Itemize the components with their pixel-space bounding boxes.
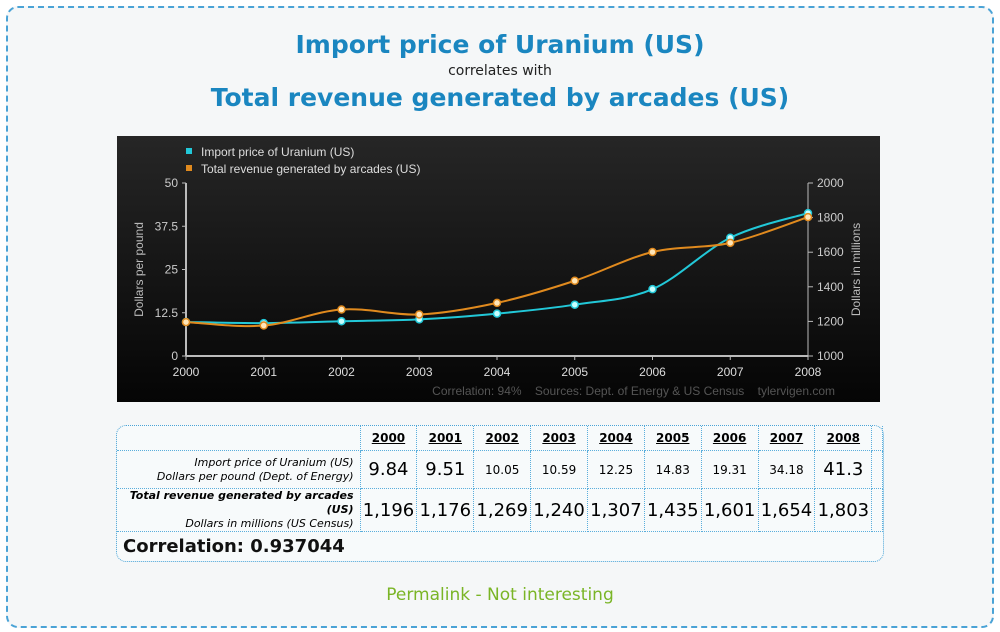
x-tick-label: 2008 [795, 365, 822, 379]
table-cell: 34.18 [757, 450, 816, 489]
row-label: Import price of Uranium (US) Dollars per … [117, 450, 361, 489]
table-cell: 1,803 [814, 488, 873, 532]
data-point [259, 321, 268, 330]
data-point [570, 300, 579, 309]
right-tick-label: 1600 [817, 245, 844, 259]
left-tick-label: 12.5 [155, 306, 179, 320]
data-point [181, 317, 191, 327]
table-spacer [871, 488, 883, 532]
table-cell: 1,601 [700, 488, 759, 532]
table-cell: 1,176 [416, 488, 475, 532]
x-tick-label: 2001 [250, 365, 277, 379]
left-axis-title: Dollars per pound [132, 222, 146, 317]
chart-footer: Correlation: 94% Sources: Dept. of Energ… [432, 384, 835, 398]
right-tick-label: 2000 [817, 176, 844, 190]
table-cell: 41.3 [814, 450, 873, 489]
data-point [492, 309, 502, 318]
year-header: 2008 [814, 426, 873, 451]
year-header: 2001 [416, 426, 475, 451]
x-tick-label: 2000 [173, 365, 200, 379]
link-separator: - [470, 585, 488, 605]
footer-links: Permalink - Not interesting [0, 585, 1000, 605]
year-header: 2002 [473, 426, 532, 451]
x-tick-label: 2006 [639, 365, 666, 379]
title-variable-1: Import price of Uranium (US) [295, 30, 705, 59]
year-header: 2004 [586, 426, 645, 451]
data-point [648, 247, 657, 257]
year-header: 2003 [530, 426, 588, 451]
year-header: 2000 [359, 426, 418, 451]
year-header: 2007 [757, 426, 816, 451]
correlation-value: Correlation: 0.937044 [123, 536, 345, 557]
data-point [337, 316, 346, 326]
row-units: Dollars in millions (US Census) [185, 517, 354, 530]
x-tick-label: 2004 [484, 365, 511, 379]
data-point [570, 276, 579, 285]
table-cell: 14.83 [643, 450, 702, 489]
legend-swatch [186, 148, 192, 154]
right-tick-label: 1000 [817, 349, 844, 363]
title-variable-2: Total revenue generated by arcades (US) [210, 83, 790, 112]
chart-svg: 0 12.5 25 37.5 50 1000 1200 1400 1600 1800 2000 200… [132, 145, 863, 398]
title-connector: correlates with [448, 63, 552, 79]
table-row: Import price of Uranium (US) Dollars per … [117, 450, 883, 489]
table-cell: 9.84 [359, 450, 418, 489]
table-cell: 1,435 [643, 488, 702, 532]
table-cell: 1,240 [530, 488, 588, 532]
legend-swatch [186, 165, 192, 171]
row-label: Total revenue generated by arcades (US) D… [117, 488, 361, 532]
data-point [648, 284, 657, 294]
legend-label: Import price of Uranium (US) [201, 145, 354, 159]
left-tick-label: 0 [171, 349, 178, 363]
right-tick-label: 1400 [817, 280, 844, 294]
right-tick-label: 1200 [817, 314, 844, 328]
table-spacer [871, 450, 883, 489]
left-tick-label: 37.5 [155, 219, 179, 233]
table-cell: 1,654 [757, 488, 816, 532]
right-tick-label: 1800 [817, 211, 844, 225]
table-cell: 12.25 [586, 450, 645, 489]
table-corner [117, 426, 361, 451]
legend-label: Total revenue generated by arcades (US) [201, 162, 420, 176]
data-table: 2000 2001 2002 2003 2004 2005 2006 2007 2008 Imp… [116, 425, 884, 562]
table-cell: 1,269 [473, 488, 532, 532]
table-cell: 10.05 [473, 450, 532, 489]
table-spacer [871, 426, 883, 451]
table-cell: 9.51 [416, 450, 475, 489]
permalink-link[interactable]: Permalink [386, 585, 471, 605]
not-interesting-link[interactable]: Not interesting [487, 585, 614, 605]
year-header: 2006 [700, 426, 759, 451]
data-point [803, 212, 813, 222]
table-cell: 10.59 [530, 450, 588, 489]
table-row: Total revenue generated by arcades (US) D… [117, 488, 883, 532]
left-tick-label: 50 [165, 176, 179, 190]
x-tick-label: 2003 [406, 365, 433, 379]
data-point [415, 310, 424, 319]
row-units: Dollars per pound (Dept. of Energy) [156, 469, 354, 483]
table-cell: 1,307 [586, 488, 645, 532]
year-header: 2005 [643, 426, 702, 451]
table-cell: 1,196 [359, 488, 418, 532]
data-point [492, 298, 502, 308]
row-title: Total revenue generated by arcades (US) [129, 489, 354, 516]
data-point [337, 305, 346, 314]
table-cell: 19.31 [700, 450, 759, 489]
right-axis-title: Dollars in millions [849, 223, 863, 316]
chart: 0 12.5 25 37.5 50 1000 1200 1400 1600 1800 2000 200… [117, 136, 880, 402]
x-tick-label: 2005 [561, 365, 588, 379]
data-point [726, 238, 735, 248]
left-tick-label: 25 [165, 263, 179, 277]
x-tick-label: 2002 [328, 365, 355, 379]
x-tick-label: 2007 [717, 365, 744, 379]
row-title: Import price of Uranium (US) [194, 455, 354, 469]
